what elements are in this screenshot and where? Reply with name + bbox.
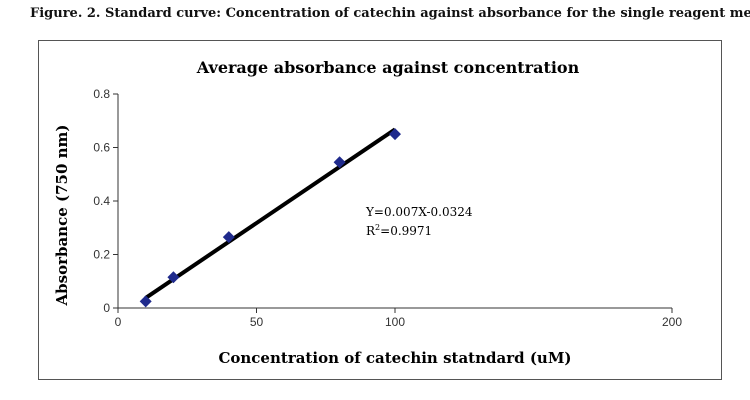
- trendline: [144, 127, 397, 300]
- y-tick-label: 0.8: [93, 87, 110, 101]
- data-point: [389, 128, 401, 141]
- data-point: [333, 156, 346, 169]
- r-squared-value: =0.9971: [380, 224, 432, 238]
- y-tick-label: 0.6: [93, 141, 110, 155]
- x-tick-label: 100: [385, 315, 405, 329]
- y-tick-label: 0.2: [93, 248, 110, 262]
- x-tick-label: 0: [115, 315, 122, 329]
- ticks: 0 0.2 0.4 0.6 0.8 0 50 100 200: [93, 87, 682, 329]
- figure-caption: Figure. 2. Standard curve: Concentration…: [30, 6, 750, 21]
- data-point: [222, 231, 235, 244]
- y-tick-label: 0.4: [93, 194, 110, 208]
- trendline-group: [144, 127, 397, 300]
- r-squared-r: R: [366, 224, 376, 238]
- chart-title: Average absorbance against concentration: [196, 58, 580, 77]
- equation-label: Y=0.007X-0.0324: [365, 205, 473, 219]
- x-axis-label: Concentration of catechin statndard (uM): [218, 349, 571, 367]
- data-point: [167, 271, 180, 284]
- axes: [117, 94, 672, 309]
- x-tick-label: 200: [662, 315, 682, 329]
- r-squared-label: R2=0.9971: [366, 223, 432, 238]
- data-points: [139, 128, 401, 308]
- chart-frame: [38, 40, 722, 380]
- y-axis-label: Absorbance (750 nm): [53, 125, 71, 307]
- data-point: [139, 295, 152, 308]
- x-tick-label: 50: [250, 315, 264, 329]
- r-squared-superscript: 2: [375, 223, 380, 232]
- y-tick-label: 0: [103, 301, 110, 315]
